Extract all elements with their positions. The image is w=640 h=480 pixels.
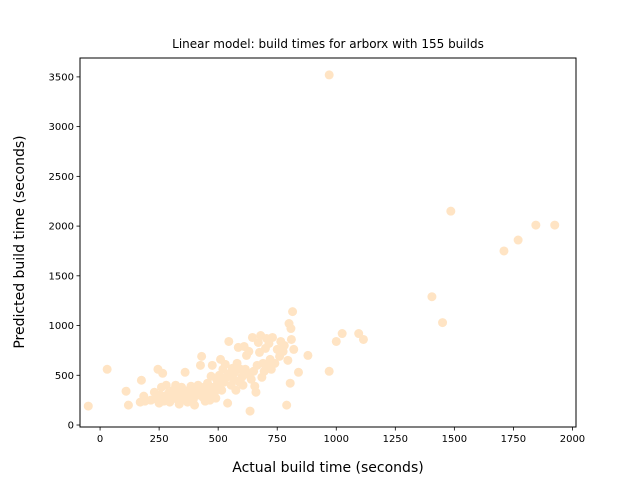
- data-point: [136, 375, 146, 385]
- y-tick-label: 2500: [49, 172, 74, 183]
- data-point: [245, 406, 255, 416]
- data-point: [286, 324, 296, 334]
- data-point: [427, 292, 437, 302]
- data-point: [286, 334, 296, 344]
- data-point: [224, 336, 234, 346]
- y-tick-label: 0: [68, 421, 74, 432]
- data-point: [180, 367, 190, 377]
- data-point: [283, 355, 293, 365]
- data-point: [220, 359, 230, 369]
- x-tick-label: 250: [150, 434, 169, 445]
- data-point: [190, 400, 200, 410]
- data-point: [231, 385, 241, 395]
- data-point: [197, 351, 207, 361]
- data-point: [253, 337, 263, 347]
- x-tick-label: 1000: [324, 434, 349, 445]
- data-point: [285, 378, 295, 388]
- data-point: [499, 246, 509, 256]
- data-point: [238, 380, 248, 390]
- data-point: [288, 307, 298, 317]
- data-point: [446, 206, 456, 216]
- data-point: [282, 400, 292, 410]
- x-tick-label: 1500: [442, 434, 467, 445]
- plot-frame: [79, 57, 577, 428]
- y-axis-ticks: 0 500 1000 1500 2000 2500 3000 3500: [49, 72, 80, 432]
- data-point: [293, 367, 303, 377]
- data-point: [513, 235, 523, 245]
- x-tick-label: 750: [268, 434, 287, 445]
- x-tick-label: 0: [97, 434, 103, 445]
- y-tick-label: 500: [55, 371, 74, 382]
- data-point: [158, 368, 168, 378]
- data-point: [246, 374, 256, 384]
- data-point: [331, 336, 341, 346]
- data-point: [289, 344, 299, 354]
- y-tick-label: 3000: [49, 122, 74, 133]
- data-point: [217, 385, 227, 395]
- data-point: [123, 400, 133, 410]
- data-point: [251, 387, 261, 397]
- data-point: [270, 358, 280, 368]
- data-point: [337, 329, 347, 339]
- x-tick-label: 1250: [383, 434, 408, 445]
- data-point: [102, 364, 112, 374]
- x-tick-label: 2000: [560, 434, 585, 445]
- data-point: [279, 340, 289, 350]
- x-tick-label: 500: [209, 434, 228, 445]
- data-point: [438, 318, 448, 328]
- x-axis-label: Actual build time (seconds): [232, 460, 423, 476]
- data-point: [247, 332, 257, 342]
- data-point: [161, 380, 171, 390]
- data-point: [195, 360, 205, 370]
- data-point: [324, 366, 334, 376]
- x-tick-label: 1750: [501, 434, 526, 445]
- data-point: [244, 346, 254, 356]
- y-tick-label: 1000: [49, 321, 74, 332]
- y-tick-label: 2000: [49, 222, 74, 233]
- data-point: [223, 398, 233, 408]
- data-point: [268, 332, 277, 342]
- x-axis-ticks: 0 250 500 750 1000 1250 1500 1750 2000: [97, 427, 585, 445]
- chart-title: Linear model: build times for arborx wit…: [172, 37, 484, 51]
- data-point: [324, 70, 334, 80]
- y-axis-label: Predicted build time (seconds): [12, 135, 28, 348]
- data-point: [207, 360, 217, 370]
- y-tick-label: 1500: [49, 271, 74, 282]
- data-point: [121, 386, 131, 396]
- data-point: [211, 393, 221, 403]
- y-tick-label: 3500: [49, 72, 74, 83]
- data-point: [550, 220, 560, 230]
- points-layer: [83, 70, 560, 416]
- data-point: [83, 401, 93, 411]
- data-point: [531, 220, 541, 230]
- data-point: [358, 334, 368, 344]
- data-point: [303, 350, 313, 360]
